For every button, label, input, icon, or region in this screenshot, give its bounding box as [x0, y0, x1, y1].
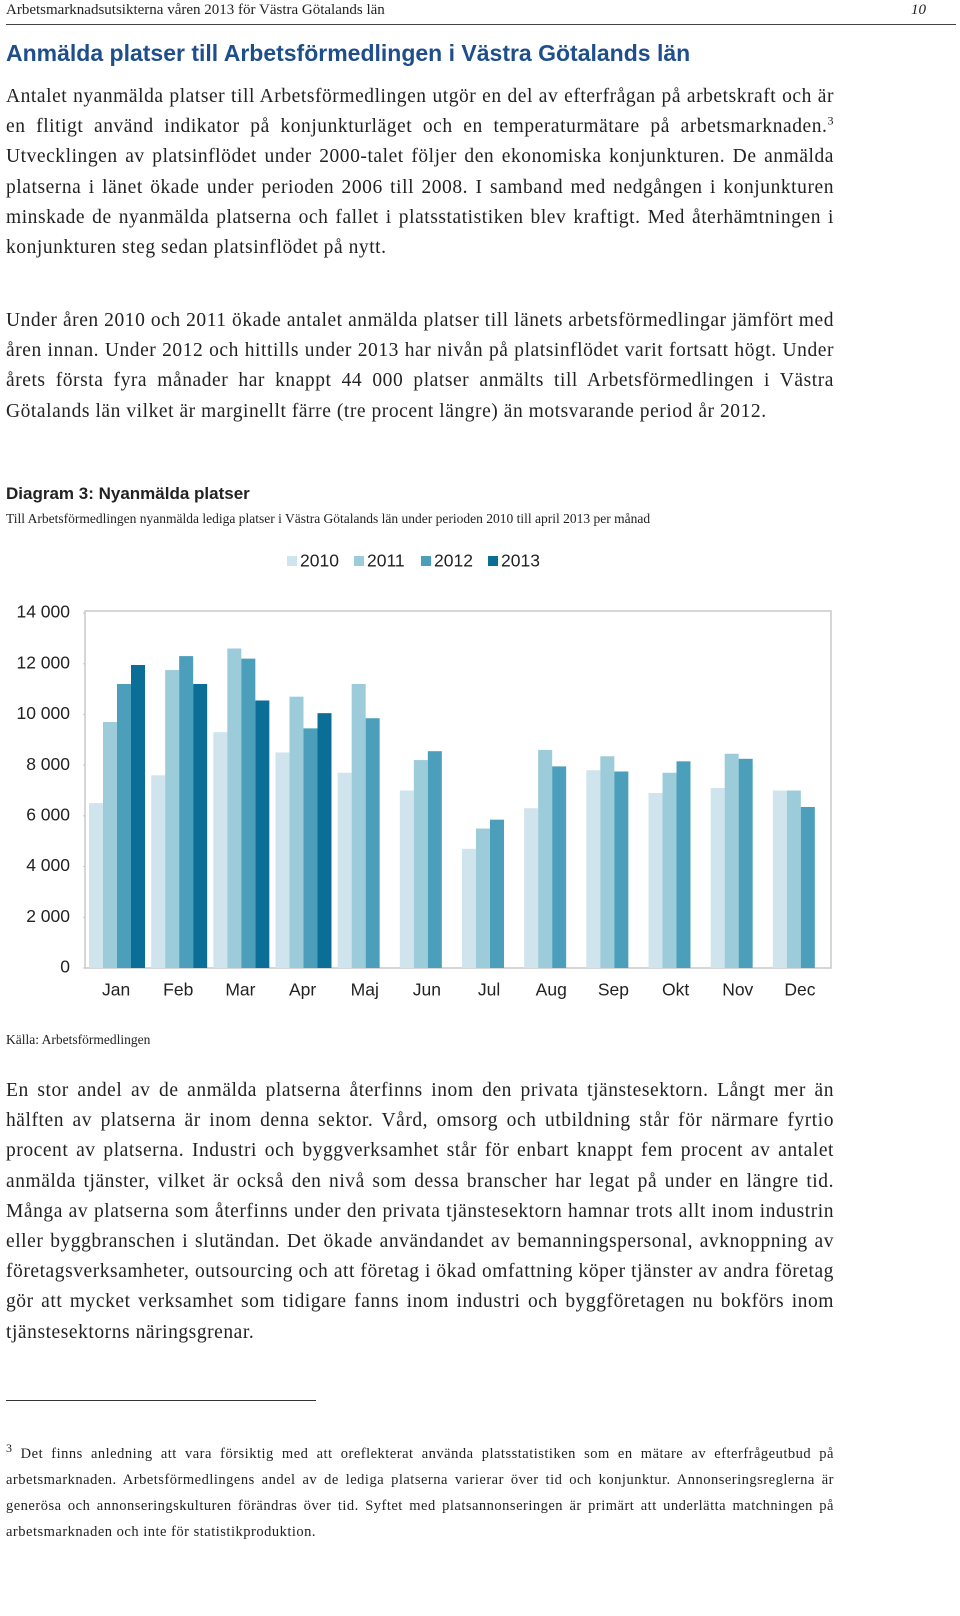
- text: Utvecklingen av platsinflödet under 2000…: [6, 146, 834, 259]
- bar: [131, 664, 145, 968]
- section-heading: Anmälda platser till Arbetsförmedlingen …: [6, 40, 691, 66]
- x-tick-label: Mar: [225, 980, 255, 1000]
- y-tick-label: 14 000: [16, 602, 70, 622]
- bar: [614, 771, 629, 968]
- footnote-number: 3: [6, 1441, 13, 1456]
- bar: [538, 749, 553, 968]
- chart-title: Diagram 3: Nyanmälda platser: [6, 484, 250, 503]
- bar: [289, 696, 304, 968]
- y-tick-label: 10 000: [16, 703, 70, 723]
- bar: [772, 790, 787, 968]
- footnote-ref: 3: [827, 113, 834, 128]
- y-tick-label: 2 000: [26, 906, 70, 926]
- y-tick-label: 8 000: [26, 754, 70, 774]
- text: Antalet nyanmälda platser till Arbetsför…: [6, 86, 834, 138]
- legend-label: 2010: [300, 551, 339, 571]
- x-tick-label: Jan: [102, 980, 130, 1000]
- legend-swatch: [488, 556, 498, 566]
- bar: [800, 806, 815, 968]
- bar: [524, 808, 539, 968]
- bar: [427, 751, 442, 968]
- legend-swatch: [421, 556, 431, 566]
- bar: [103, 722, 117, 968]
- x-tick-label: Okt: [662, 980, 689, 1000]
- bar: [786, 790, 801, 968]
- bar: [586, 770, 601, 968]
- legend-swatch: [354, 556, 364, 566]
- bar: [600, 756, 615, 968]
- bar: [365, 718, 380, 968]
- bar: [648, 793, 663, 968]
- bar: [399, 790, 414, 968]
- bar: [351, 684, 366, 968]
- legend-label: 2011: [367, 551, 405, 571]
- footnote-rule: [6, 1400, 316, 1401]
- y-tick-label: 4 000: [26, 855, 70, 875]
- legend-swatch: [287, 556, 297, 566]
- x-tick-label: Dec: [784, 980, 815, 1000]
- plot-area: [84, 610, 832, 969]
- x-tick-label: Maj: [351, 980, 379, 1000]
- bar: [241, 658, 256, 968]
- legend-label: 2013: [501, 551, 540, 571]
- bar: [317, 713, 332, 968]
- bar: [490, 819, 504, 968]
- page-number: 10: [911, 2, 926, 18]
- bar: [552, 766, 567, 968]
- x-tick-label: Jun: [413, 980, 441, 1000]
- paragraph: Under åren 2010 och 2011 ökade antalet a…: [6, 310, 834, 422]
- chart-subtitle: Till Arbetsförmedlingen nyanmälda lediga…: [6, 511, 651, 526]
- bar: [275, 752, 290, 968]
- bar: [710, 787, 725, 968]
- bar: [117, 684, 131, 968]
- legend-label: 2012: [434, 551, 473, 571]
- x-tick-label: Nov: [722, 980, 753, 1000]
- bar: [462, 848, 476, 968]
- bar: [165, 670, 180, 968]
- paragraph: Antalet nyanmälda platser till Arbetsför…: [6, 82, 834, 263]
- chart-source: Källa: Arbetsförmedlingen: [6, 1032, 151, 1047]
- bar: [89, 803, 103, 968]
- bar: [413, 760, 428, 968]
- y-tick-label: 0: [60, 957, 70, 977]
- x-tick-label: Sep: [598, 980, 629, 1000]
- bar: [151, 775, 166, 968]
- x-tick-label: Aug: [536, 980, 567, 1000]
- bar: [303, 728, 318, 968]
- x-tick-label: Feb: [163, 980, 193, 1000]
- x-tick-label: Jul: [478, 980, 500, 1000]
- bar: [476, 828, 490, 968]
- y-tick-label: 6 000: [26, 804, 70, 824]
- page-header: Arbetsmarknadsutsikterna våren 2013 för …: [6, 0, 956, 25]
- header-title: Arbetsmarknadsutsikterna våren 2013 för …: [6, 2, 385, 18]
- bar: [213, 732, 228, 968]
- bar: [337, 772, 352, 968]
- y-tick-label: 12 000: [16, 652, 70, 672]
- bar: [179, 656, 194, 968]
- bar: [227, 648, 242, 968]
- footnote-text: Det finns anledning att vara försiktig m…: [6, 1446, 834, 1540]
- bar: [738, 758, 753, 968]
- x-tick-label: Apr: [289, 980, 316, 1000]
- footnote: 3 Det finns anledning att vara försiktig…: [6, 1441, 834, 1545]
- bar: [662, 772, 677, 968]
- bar: [255, 700, 270, 968]
- chart: 0 2 000 4 000 6 000 8 000 10 000 12 000 14 000 2…: [16, 551, 832, 1000]
- bar: [676, 761, 691, 968]
- bar: [724, 753, 739, 968]
- paragraph: En stor andel av de anmälda platserna åt…: [6, 1080, 834, 1343]
- bar: [193, 684, 208, 968]
